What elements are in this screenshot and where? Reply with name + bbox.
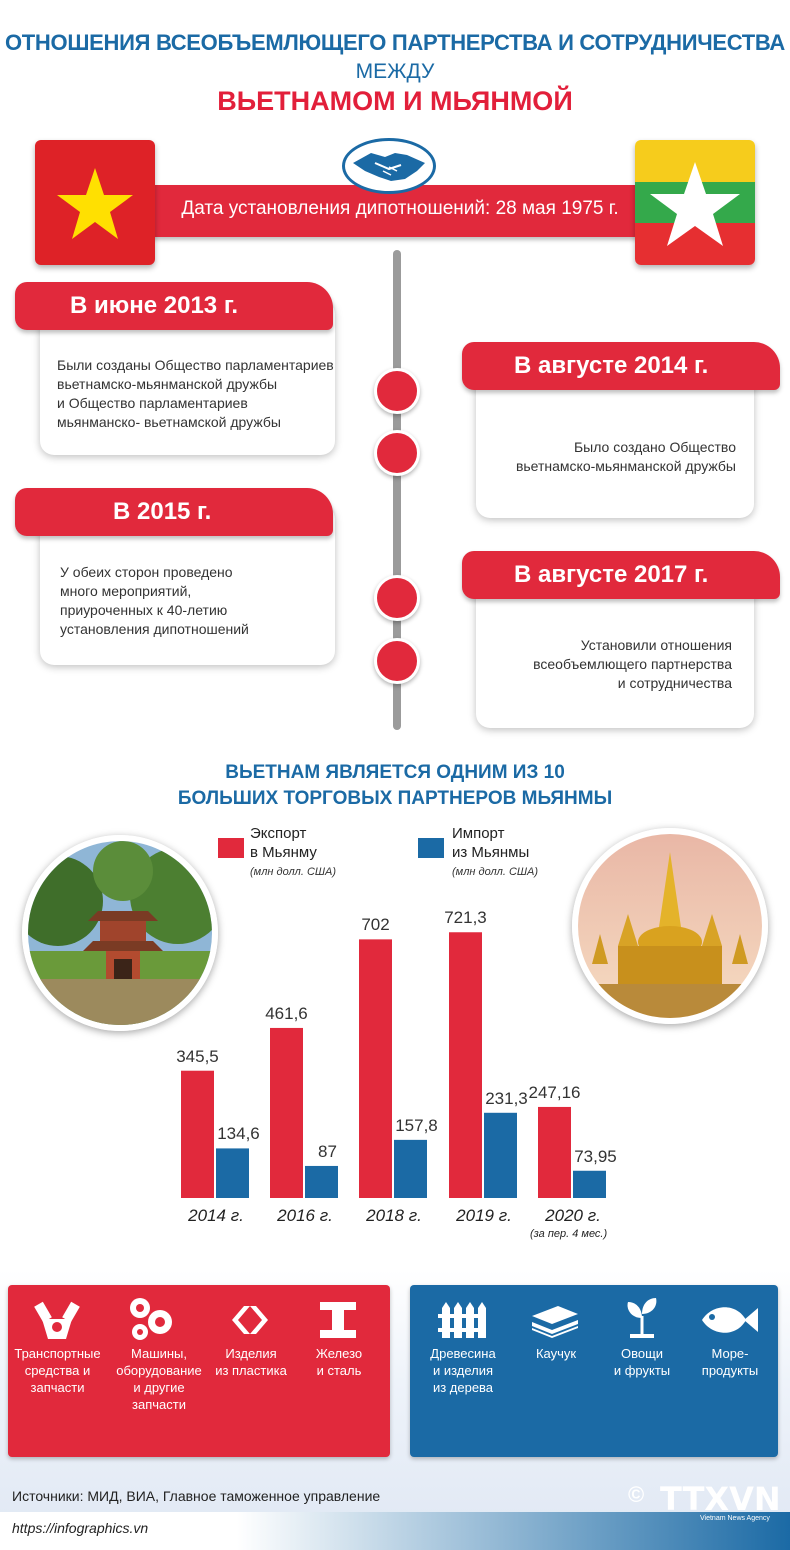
date-ribbon-text: Дата установления дипотношений: 28 мая 1… (181, 198, 619, 219)
export-item-steel: Железо и сталь (315, 1346, 363, 1378)
import-item-vegetables: Овощи и фрукты (613, 1346, 671, 1378)
card-text: мьянманско- вьетнамской дружбы (57, 414, 281, 430)
myanmar-star-icon (650, 162, 740, 246)
timeline-dot (374, 430, 420, 476)
category-label-0: 2014 г. (188, 1206, 244, 1225)
card-text: много мероприятий, (60, 583, 192, 599)
copyright-icon: © (628, 1482, 645, 1507)
card-text: установления дипотношений (60, 621, 249, 637)
vietnam-flag (35, 140, 155, 265)
handshake-icon (342, 138, 436, 194)
export-value-label-4: 247,16 (528, 1082, 581, 1102)
rubber-icon (532, 1306, 578, 1338)
export-value-label-1: 461,6 (265, 1003, 308, 1023)
import-bar-2 (394, 1139, 427, 1198)
vietnam-star-icon (57, 168, 133, 239)
category-label-1: 2016 г. (277, 1206, 333, 1225)
export-bar-2 (359, 939, 392, 1198)
fish-icon (702, 1307, 758, 1333)
trade-title-line2: БОЛЬШИХ ТОРГОВЫХ ПАРТНЕРОВ МЬЯНМЫ (177, 788, 613, 809)
export-bar-1 (270, 1027, 303, 1198)
trade-title-line1: ВЬЕТНАМ ЯВЛЯЕТСЯ ОДНИМ ИЗ 10 (225, 762, 565, 783)
card-text: приуроченных к 40-летию (60, 602, 228, 618)
import-item-wood: Древесина и изделия из дерева (430, 1346, 496, 1395)
export-item-plastic: Изделия из пластика (215, 1346, 287, 1378)
export-bar-3 (449, 932, 482, 1198)
legend-export-unit: (млн долл. США) (250, 866, 337, 878)
import-value-label-2: 157,8 (395, 1115, 438, 1135)
myanmar-flag (635, 140, 755, 265)
plastic-icon (232, 1306, 268, 1334)
export-value-label-3: 721,3 (444, 908, 487, 928)
legend-export-swatch (218, 838, 244, 858)
card-text: вьетнамско-мьянманской дружбы (57, 376, 278, 392)
card-text: Были созданы Общество парламентариев (57, 357, 334, 373)
hanoi-temple-photo (22, 835, 218, 1031)
legend-import-label: Импорт из Мьянмы (452, 825, 530, 861)
import-bar-0 (216, 1148, 249, 1198)
legend-import-unit: (млн долл. США) (452, 866, 539, 878)
card-text: всеобъемлющего партнерства (533, 656, 732, 672)
ttxvn-logo: TTXVN (660, 1480, 781, 1518)
engine-icon (34, 1301, 80, 1339)
export-item-vehicles: Транспортные средства и запчасти (14, 1346, 101, 1395)
import-bar-3 (484, 1112, 517, 1198)
import-item-rubber: Каучук (535, 1346, 577, 1361)
shwedagon-pagoda-photo (572, 828, 768, 1024)
card-text: и Общество парламентариев (57, 395, 248, 411)
page-title-line1: ОТНОШЕНИЯ ВСЕОБЪЕМЛЮЩЕГО ПАРТНЕРСТВА И С… (4, 30, 786, 55)
steel-beam-icon (320, 1302, 356, 1338)
category-label-2: 2018 г. (366, 1206, 422, 1225)
page-title-line2: МЕЖДУ (355, 60, 435, 83)
timeline-dot (374, 638, 420, 684)
import-value-label-0: 134,6 (217, 1124, 260, 1144)
import-bar-1 (305, 1165, 338, 1198)
category-label-4: 2020 г. (545, 1206, 601, 1225)
export-item-machinery: Машины, оборудование и другие запчасти (116, 1346, 202, 1412)
card-text: и сотрудничества (617, 675, 732, 691)
wood-fence-icon (438, 1302, 486, 1338)
legend-import-swatch (418, 838, 444, 858)
timeline-dot (374, 368, 420, 414)
export-value-label-2: 702 (361, 915, 390, 935)
legend-export-label: Экспорт в Мьянму (250, 825, 317, 861)
footer-bar (0, 1512, 790, 1550)
timeline-axis (393, 250, 401, 730)
import-value-label-4: 73,95 (574, 1146, 617, 1166)
page-title-line3: ВЬЕТНАМОМ И МЬЯНМОЙ (217, 86, 573, 116)
import-item-seafood: Море-продукты (701, 1346, 759, 1378)
timeline-title-2015: В 2015 г. (15, 488, 333, 536)
timeline-title-2013: В июне 2013 г. (15, 282, 333, 330)
sources-text: Источники: МИД, ВИА, Главное таможенное … (12, 1488, 381, 1504)
site-link[interactable]: https://infographics.vn (12, 1520, 149, 1536)
import-value-label-3: 231,3 (485, 1088, 528, 1108)
card-text: вьетнамско-мьянманской дружбы (515, 458, 736, 474)
category-label-3: 2019 г. (456, 1206, 512, 1225)
card-text: Было создано Общество (573, 439, 736, 455)
import-bar-4 (573, 1170, 606, 1198)
timeline-title-2014: В августе 2014 г. (462, 342, 780, 390)
category-note: (за пер. 4 мес.) (530, 1228, 608, 1240)
gears-icon (130, 1298, 172, 1340)
sprout-icon (627, 1298, 657, 1338)
ttxvn-logo-subtitle: Vietnam News Agency (700, 1515, 770, 1522)
timeline-dot (374, 575, 420, 621)
export-value-label-0: 345,5 (176, 1046, 219, 1066)
import-value-label-1: 87 (318, 1141, 337, 1161)
timeline-title-2017: В августе 2017 г. (462, 551, 780, 599)
card-text: Установили отношения (580, 637, 732, 653)
card-text: У обеих сторон проведено (60, 564, 233, 580)
